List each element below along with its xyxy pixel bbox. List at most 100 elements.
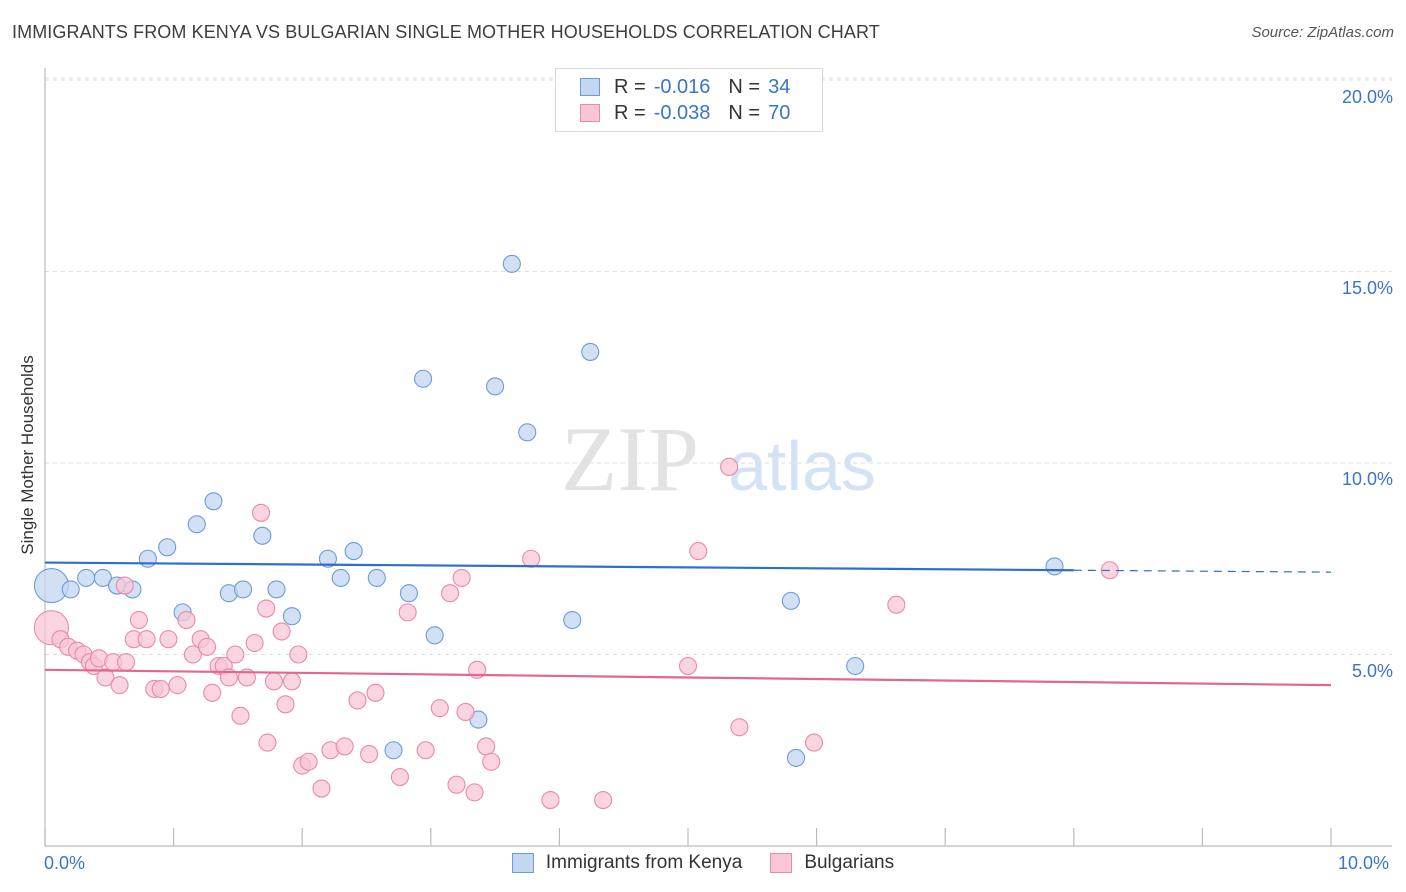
point-bulgarians <box>335 737 354 756</box>
point-kenya <box>282 607 301 626</box>
point-kenya <box>414 369 433 388</box>
legend-n-label: N = <box>728 101 761 124</box>
point-bulgarians <box>115 576 134 595</box>
watermark: ZIP atlas <box>561 408 876 510</box>
point-kenya <box>846 656 865 676</box>
point-bulgarians <box>447 775 466 794</box>
point-kenya <box>77 568 96 587</box>
point-bulgarians <box>522 549 541 568</box>
series-legend: Immigrants from Kenya Bulgarians <box>0 852 1406 874</box>
trend-extension-kenya <box>1073 569 1332 573</box>
correlation-legend: R = -0.016 N = 34 R = -0.038 N = 70 <box>555 68 823 132</box>
point-bulgarians <box>137 630 156 649</box>
point-bulgarians <box>96 668 115 687</box>
point-bulgarians <box>430 699 449 718</box>
legend-r-label: R = <box>614 101 646 124</box>
point-bulgarians <box>465 783 484 802</box>
legend-r-value-kenya: -0.016 <box>653 75 711 98</box>
point-bulgarians <box>730 718 749 737</box>
point-bulgarians <box>456 702 475 722</box>
point-bulgarians <box>276 695 295 714</box>
point-bulgarians <box>416 741 435 760</box>
point-kenya <box>344 542 363 561</box>
source-credit: Source: ZipAtlas.com <box>1251 24 1394 41</box>
series-name-bulgarians: Bulgarians <box>804 852 895 873</box>
point-kenya <box>486 377 505 396</box>
point-bulgarians <box>258 733 277 752</box>
point-kenya <box>384 741 403 760</box>
point-bulgarians <box>251 503 271 522</box>
series-name-kenya: Immigrants from Kenya <box>545 852 743 873</box>
legend-row-kenya: R = -0.016 N = 34 <box>580 75 790 99</box>
point-kenya <box>563 610 582 630</box>
point-kenya <box>267 580 286 599</box>
series-swatch-bulgarians <box>770 853 793 873</box>
point-bulgarians <box>477 737 496 756</box>
point-kenya <box>187 515 206 534</box>
point-bulgarians <box>594 790 613 810</box>
point-kenya <box>399 584 418 603</box>
point-bulgarians <box>257 599 276 618</box>
data-points <box>33 254 1119 810</box>
axes <box>44 68 1392 847</box>
y-tick-15: 15.0% <box>1341 278 1393 298</box>
point-bulgarians <box>441 584 460 603</box>
chart-title: IMMIGRANTS FROM KENYA VS BULGARIAN SINGL… <box>12 22 880 42</box>
point-bulgarians <box>183 645 202 664</box>
legend-r-label: R = <box>614 75 646 98</box>
point-bulgarians <box>226 645 245 664</box>
y-tick-5: 5.0% <box>1351 661 1393 681</box>
legend-row-bulgarians: R = -0.038 N = 70 <box>580 101 790 125</box>
point-bulgarians <box>289 645 308 664</box>
watermark-atlas: atlas <box>728 427 876 505</box>
trend-line-kenya <box>44 561 1074 572</box>
point-bulgarians <box>197 637 217 656</box>
point-bulgarians <box>282 672 301 691</box>
watermark-zip: ZIP <box>561 408 699 510</box>
point-kenya <box>158 538 177 557</box>
legend-r-value-bulgarians: -0.038 <box>653 101 711 124</box>
point-bulgarians <box>203 683 222 702</box>
point-bulgarians <box>348 691 367 710</box>
y-tick-10: 10.0% <box>1341 469 1393 489</box>
legend-n-label: N = <box>728 75 761 98</box>
y-tick-20: 20.0% <box>1341 87 1393 107</box>
trend-lines <box>44 561 1332 687</box>
x-tick-max: 10.0% <box>1338 853 1390 873</box>
point-bulgarians <box>159 630 178 649</box>
legend-n-value-kenya: 34 <box>768 75 791 98</box>
point-bulgarians <box>116 653 136 672</box>
point-kenya <box>318 549 337 568</box>
point-bulgarians <box>541 790 560 810</box>
point-bulgarians <box>264 672 283 691</box>
point-bulgarians <box>110 676 129 695</box>
legend-swatch-kenya <box>580 78 600 96</box>
point-bulgarians <box>231 706 250 725</box>
point-bulgarians <box>151 679 170 699</box>
point-bulgarians <box>177 610 196 630</box>
point-bulgarians <box>312 779 331 798</box>
point-bulgarians <box>219 668 238 687</box>
point-kenya <box>367 568 386 587</box>
point-kenya <box>1045 557 1064 576</box>
point-bulgarians <box>168 676 187 695</box>
point-kenya <box>581 342 600 361</box>
point-kenya <box>518 423 537 442</box>
point-kenya <box>502 254 521 273</box>
point-bulgarians <box>245 633 264 653</box>
point-kenya <box>786 748 806 767</box>
point-bulgarians <box>720 457 739 476</box>
point-kenya <box>781 591 800 610</box>
point-bulgarians <box>272 622 291 641</box>
point-kenya <box>204 492 223 511</box>
point-bulgarians <box>804 733 824 752</box>
point-kenya <box>93 568 112 587</box>
point-bulgarians <box>452 568 471 587</box>
point-kenya <box>425 626 444 645</box>
x-tick-min: 0.0% <box>44 853 86 873</box>
point-bulgarians <box>398 603 417 622</box>
point-kenya <box>61 580 80 599</box>
point-bulgarians <box>678 656 698 676</box>
legend-n-value-bulgarians: 70 <box>768 101 791 124</box>
